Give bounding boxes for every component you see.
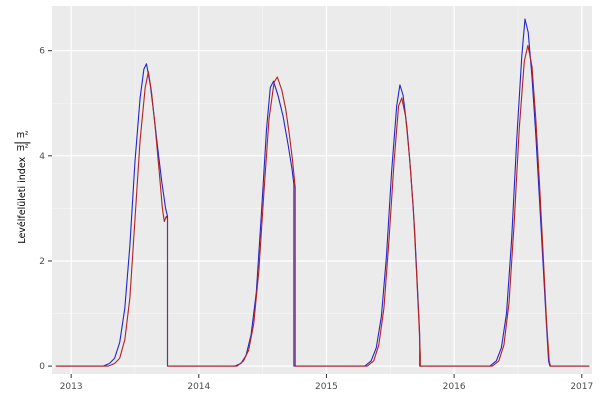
y-tick-label: 4	[39, 152, 45, 162]
y-tick-label: 6	[39, 47, 45, 57]
series-measured-lai-red	[55, 44, 590, 367]
x-tick-label: 2013	[60, 382, 83, 392]
x-tick-label: 2014	[187, 382, 210, 392]
plot-panel	[52, 6, 592, 374]
x-tick-label: 2017	[570, 382, 593, 392]
y-tick-label: 0	[39, 362, 45, 372]
x-tick-label: 2015	[315, 382, 338, 392]
x-tick-label: 2016	[443, 382, 466, 392]
y-tick-label: 2	[39, 257, 45, 267]
